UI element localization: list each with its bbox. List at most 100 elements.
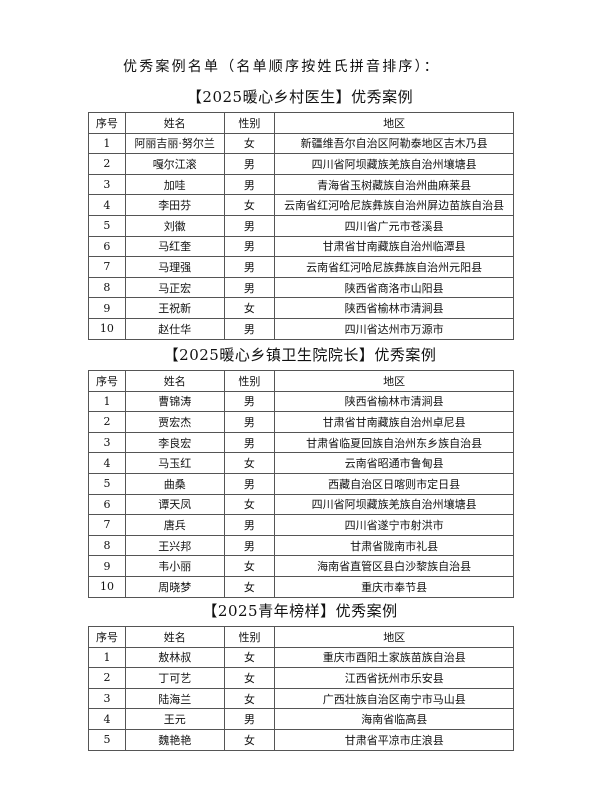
row-number: 8: [88, 276, 126, 299]
gender-cell: 男: [223, 214, 276, 237]
gender-cell: 男: [223, 235, 276, 258]
table-row: 2 嘎尔江滚男四川省阿坝藏族羌族自治州壤塘县: [88, 153, 514, 175]
region-cell: 江西省抚州市乐安县: [274, 667, 514, 689]
name-cell: 王祝新: [124, 297, 225, 319]
name-cell: 唐兵: [124, 514, 225, 536]
gender-cell: 女: [223, 493, 276, 516]
name-cell: 马玉红: [124, 452, 225, 474]
page-title: 优秀案例名单（名单顺序按姓氏拼音排序）：: [123, 59, 440, 75]
name-cell: 李良宏: [124, 431, 225, 454]
name-cell: 王兴邦: [124, 534, 225, 557]
table-row: 5 魏艳艳女甘肃省平凉市庄浪县: [88, 728, 514, 751]
column-header: 地区: [274, 370, 514, 392]
gender-cell: 女: [223, 555, 276, 577]
row-number: 4: [88, 194, 126, 216]
row-number: 5: [88, 214, 126, 237]
table-row: 10 周晓梦女重庆市奉节县: [88, 575, 514, 598]
row-number: 4: [88, 708, 126, 730]
name-cell: 李田芬: [124, 194, 225, 216]
table-row: 4 马玉红女云南省昭通市鲁甸县: [88, 452, 514, 474]
region-cell: 海南省直管区县白沙黎族自治县: [274, 555, 514, 577]
name-cell: 王元: [124, 708, 225, 730]
column-header: 地区: [274, 626, 514, 648]
section-heading: 【2025暖心乡镇卫生院院长】优秀案例: [163, 346, 437, 364]
section-heading: 【2025暖心乡村医生】优秀案例: [186, 88, 414, 106]
region-cell: 新疆维吾尔自治区阿勒泰地区吉木乃县: [274, 132, 514, 155]
awardee-table: 序号 姓名 性别 地区 1 阿丽吉丽·努尔兰女新疆维吾尔自治区阿勒泰地区吉木乃县 2 嘎尔江滚…: [88, 112, 514, 340]
region-cell: 青海省玉树藏族自治州曲麻莱县: [274, 173, 514, 196]
gender-cell: 女: [223, 728, 276, 751]
gender-cell: 男: [223, 534, 276, 557]
name-cell: 马正宏: [124, 276, 225, 299]
gender-cell: 男: [223, 472, 276, 495]
gender-cell: 女: [223, 297, 276, 319]
gender-cell: 男: [223, 708, 276, 730]
column-header: 性别: [223, 112, 276, 134]
name-cell: 谭天凤: [124, 493, 225, 516]
row-number: 3: [88, 431, 126, 454]
table-row: 2 丁可艺女江西省抚州市乐安县: [88, 667, 514, 689]
region-cell: 四川省遂宁市射洪市: [274, 514, 514, 536]
region-cell: 甘肃省陇南市礼县: [274, 534, 514, 557]
row-number: 8: [88, 534, 126, 557]
name-cell: 陆海兰: [124, 687, 225, 710]
row-number: 6: [88, 493, 126, 516]
name-cell: 贾宏杰: [124, 411, 225, 433]
name-cell: 丁可艺: [124, 667, 225, 689]
table-row: 3 李良宏男甘肃省临夏回族自治州东乡族自治县: [88, 431, 514, 454]
row-number: 7: [88, 256, 126, 278]
region-cell: 四川省达州市万源市: [274, 317, 514, 340]
region-cell: 云南省红河哈尼族彝族自治州元阳县: [274, 256, 514, 278]
table-row: 4 王元男海南省临高县: [88, 708, 514, 730]
row-number: 1: [88, 646, 126, 669]
name-cell: 曲桑: [124, 472, 225, 495]
row-number: 2: [88, 411, 126, 433]
row-number: 5: [88, 472, 126, 495]
name-cell: 刘徽: [124, 214, 225, 237]
row-number: 4: [88, 452, 126, 474]
region-cell: 重庆市酉阳土家族苗族自治县: [274, 646, 514, 669]
name-cell: 周晓梦: [124, 575, 225, 598]
region-cell: 广西壮族自治区南宁市马山县: [274, 687, 514, 710]
name-cell: 敖林叔: [124, 646, 225, 669]
gender-cell: 男: [223, 153, 276, 175]
column-header: 姓名: [124, 112, 225, 134]
gender-cell: 男: [223, 411, 276, 433]
region-cell: 四川省阿坝藏族羌族自治州壤塘县: [274, 153, 514, 175]
region-cell: 甘肃省甘南藏族自治州临潭县: [274, 235, 514, 258]
region-cell: 陕西省榆林市清涧县: [274, 297, 514, 319]
table-row: 9 王祝新女陕西省榆林市清涧县: [88, 297, 514, 319]
region-cell: 四川省广元市苍溪县: [274, 214, 514, 237]
row-number: 3: [88, 173, 126, 196]
row-number: 7: [88, 514, 126, 536]
gender-cell: 女: [223, 667, 276, 689]
table-row: 8 马正宏男陕西省商洛市山阳县: [88, 276, 514, 299]
gender-cell: 男: [223, 390, 276, 413]
region-cell: 西藏自治区日喀则市定日县: [274, 472, 514, 495]
awardee-table: 序号 姓名 性别 地区 1 曹锦涛男陕西省榆林市清涧县 2 贾宏杰男甘肃省甘南藏族自治州卓尼县…: [88, 370, 514, 598]
gender-cell: 男: [223, 276, 276, 299]
name-cell: 马红奎: [124, 235, 225, 258]
table-row: 9 韦小丽女海南省直管区县白沙黎族自治县: [88, 555, 514, 577]
table-row: 7 唐兵男四川省遂宁市射洪市: [88, 514, 514, 536]
row-number: 3: [88, 687, 126, 710]
table-row: 8 王兴邦男甘肃省陇南市礼县: [88, 534, 514, 557]
gender-cell: 男: [223, 317, 276, 340]
gender-cell: 男: [223, 431, 276, 454]
row-number: 2: [88, 153, 126, 175]
column-header: 序号: [88, 370, 126, 392]
column-header: 姓名: [124, 626, 225, 648]
row-number: 10: [88, 317, 126, 340]
name-cell: 赵仕华: [124, 317, 225, 340]
table-row: 1 曹锦涛男陕西省榆林市清涧县: [88, 390, 514, 413]
table-row: 2 贾宏杰男甘肃省甘南藏族自治州卓尼县: [88, 411, 514, 433]
region-cell: 甘肃省临夏回族自治州东乡族自治县: [274, 431, 514, 454]
table-row: 4 李田芬女云南省红河哈尼族彝族自治州屏边苗族自治县: [88, 194, 514, 216]
region-cell: 陕西省榆林市清涧县: [274, 390, 514, 413]
column-header: 性别: [223, 370, 276, 392]
table-row: 1 敖林叔女重庆市酉阳土家族苗族自治县: [88, 646, 514, 669]
awardee-table: 序号 姓名 性别 地区 1 敖林叔女重庆市酉阳土家族苗族自治县 2 丁可艺女江西省抚州市乐安县…: [88, 626, 514, 751]
row-number: 1: [88, 390, 126, 413]
region-cell: 四川省阿坝藏族羌族自治州壤塘县: [274, 493, 514, 516]
region-cell: 重庆市奉节县: [274, 575, 514, 598]
